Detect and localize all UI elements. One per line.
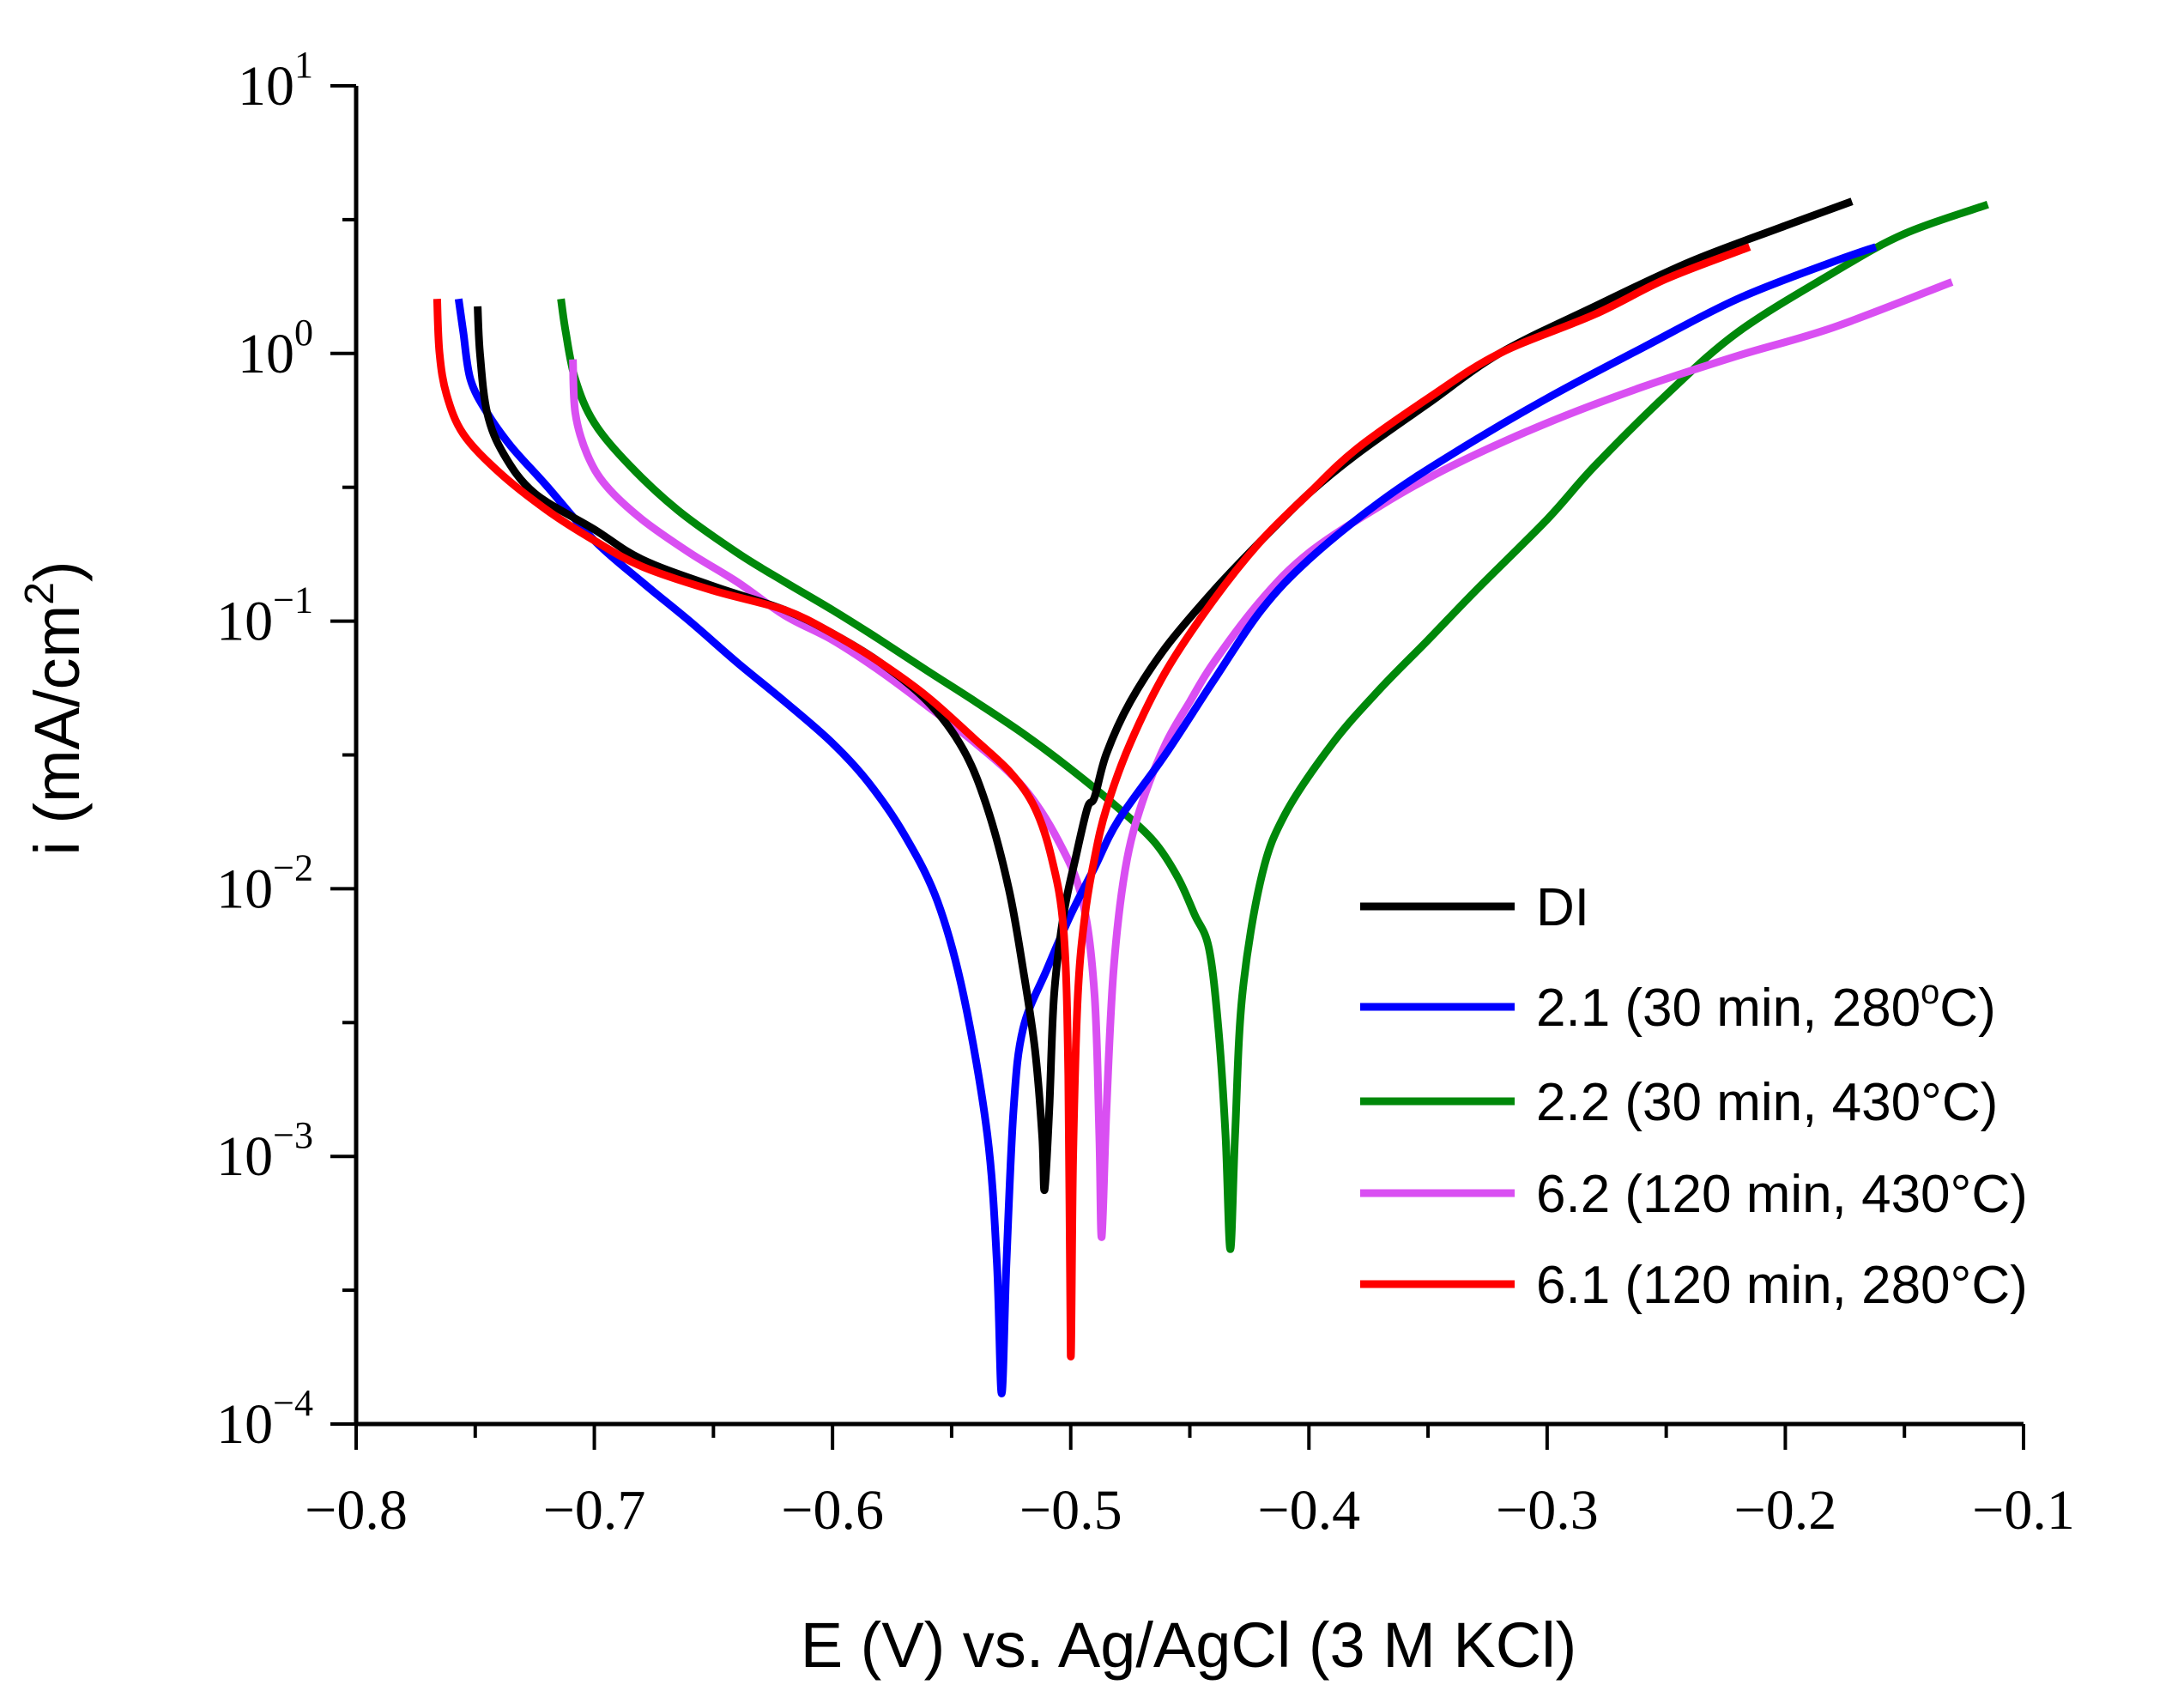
series-line-4: [569, 278, 1954, 1241]
y-axis-title-close: ): [21, 561, 93, 582]
y-tick-exponent: −3: [273, 1114, 313, 1156]
y-tick-label: 101: [238, 44, 313, 118]
series-line-5: [433, 243, 1751, 1361]
y-tick-label: 10−2: [216, 846, 313, 920]
y-tick-base: 10: [238, 55, 294, 118]
y-tick-exponent: −1: [273, 579, 313, 621]
y-axis-title: i (mA/cm2): [17, 561, 93, 855]
y-tick-base: 10: [216, 1125, 273, 1188]
legend: DI 2.1 (30 min, 280oC) 2.2 (30 min, 430°C)…: [1360, 878, 2028, 1315]
y-tick-label: 100: [238, 312, 313, 385]
y-axis-title-sup: 2: [17, 582, 63, 605]
y-tick-base: 10: [216, 858, 273, 920]
y-tick-exponent: −2: [273, 846, 313, 888]
y-tick-exponent: −4: [273, 1382, 313, 1424]
series-line-3: [557, 201, 1989, 1253]
y-tick-base: 10: [216, 591, 273, 653]
x-tick-label: −0.4: [1257, 1479, 1360, 1542]
series-line-1: [474, 197, 1854, 1194]
legend-label-1: DI: [1536, 878, 1589, 937]
x-tick-label: −0.1: [1972, 1479, 2075, 1542]
legend-label-3: 2.2 (30 min, 430°C): [1536, 1073, 1998, 1132]
x-axis-title: E (V) vs. Ag/AgCl (3 M KCl): [801, 1609, 1577, 1681]
y-tick-label: 10−4: [216, 1382, 313, 1456]
x-tick-label: −0.3: [1496, 1479, 1599, 1542]
y-axis-title-main: i (mA/cm: [21, 605, 93, 856]
y-tick-exponent: 1: [294, 44, 313, 86]
legend-label-5: 6.1 (120 min, 280°C): [1536, 1256, 2028, 1315]
series-lines: [433, 197, 1989, 1397]
y-tick-label: 10−1: [216, 579, 313, 653]
legend-label-2: 2.1 (30 min, 280oC): [1536, 973, 1996, 1038]
x-tick-label: −0.8: [305, 1479, 408, 1542]
x-tick-label: −0.6: [781, 1479, 884, 1542]
x-tick-label: −0.5: [1019, 1479, 1122, 1542]
x-tick-label: −0.7: [543, 1479, 646, 1542]
y-tick-label: 10−3: [216, 1114, 313, 1188]
y-tick-base: 10: [216, 1393, 273, 1456]
x-tick-label: −0.2: [1734, 1479, 1837, 1542]
series-line-2: [454, 243, 1878, 1397]
x-axis-ticks: −0.8 −0.7 −0.6 −0.5 −0.4 −0.3 −0.2 −0.1: [305, 1424, 2075, 1542]
y-tick-base: 10: [238, 323, 294, 385]
y-tick-exponent: 0: [294, 312, 313, 354]
legend-label-4: 6.2 (120 min, 430°C): [1536, 1165, 2028, 1224]
